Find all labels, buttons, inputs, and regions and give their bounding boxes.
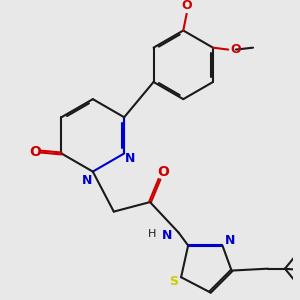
Text: O: O xyxy=(29,145,41,159)
Text: O: O xyxy=(158,165,169,178)
Text: N: N xyxy=(82,174,92,187)
Text: N: N xyxy=(225,234,235,247)
Text: H: H xyxy=(148,229,156,238)
Text: N: N xyxy=(125,152,135,165)
Text: O: O xyxy=(231,43,241,56)
Text: S: S xyxy=(169,274,178,287)
Text: N: N xyxy=(162,229,172,242)
Text: O: O xyxy=(182,0,192,12)
